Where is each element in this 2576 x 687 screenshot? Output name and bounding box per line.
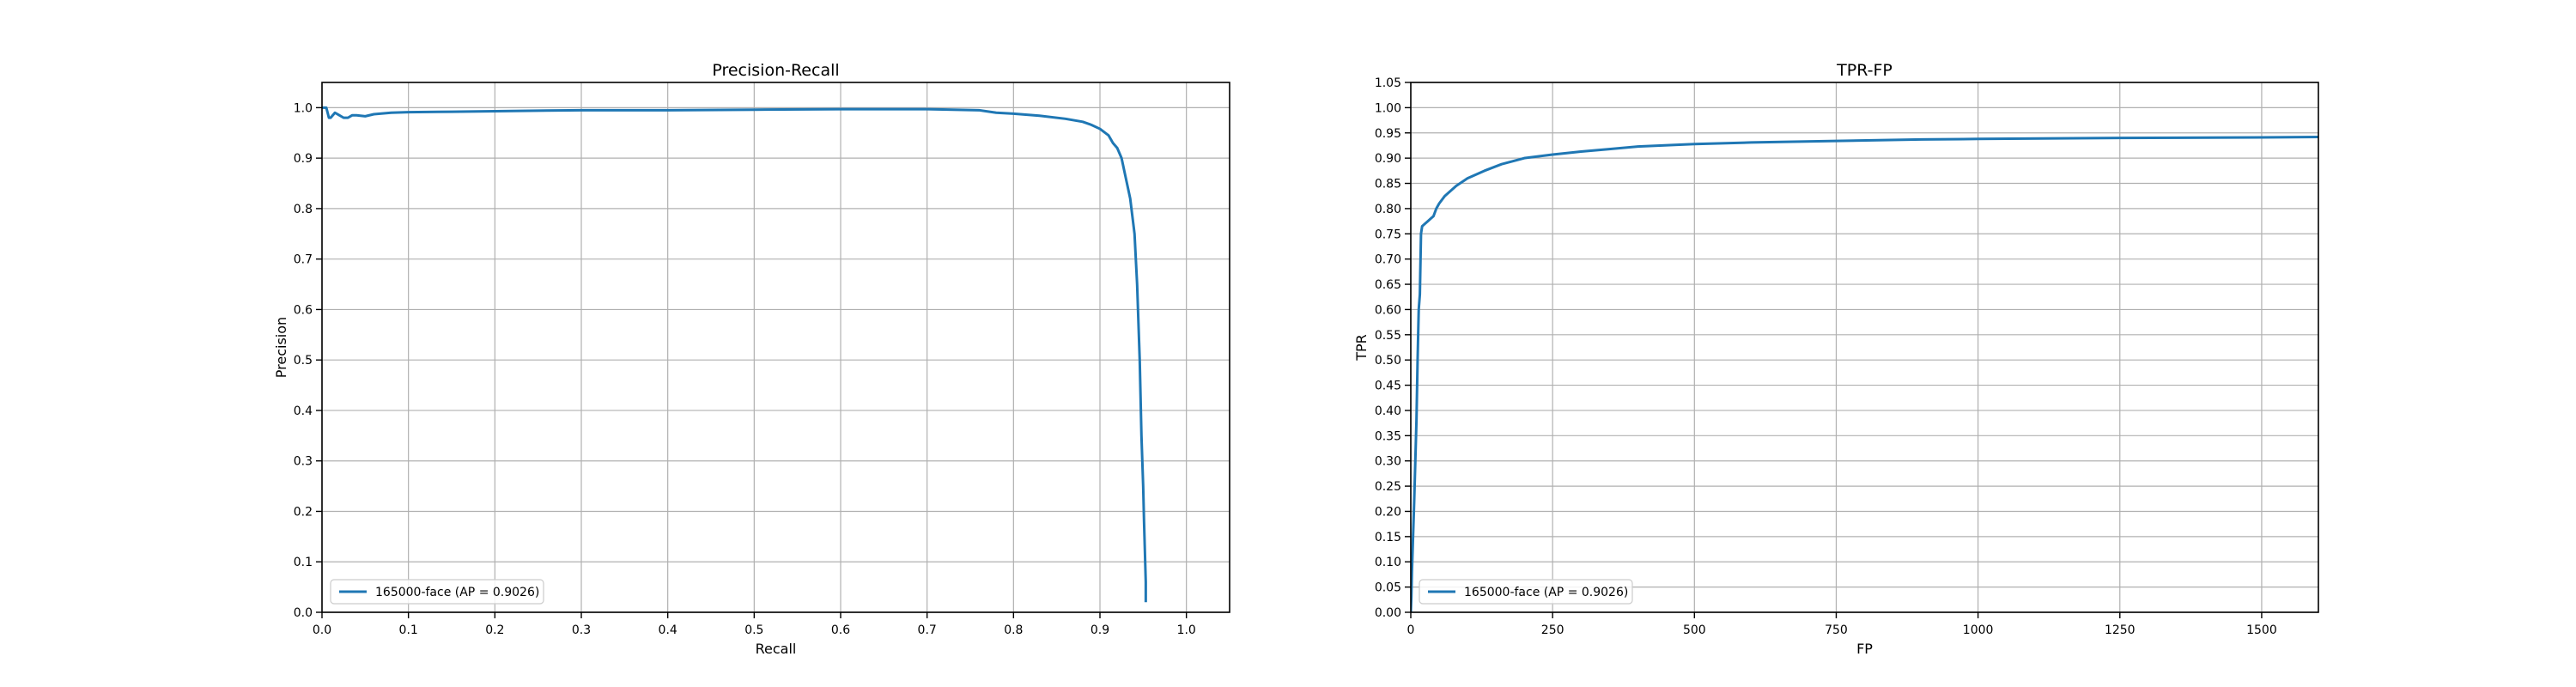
pr-y-tick-label: 0.5 [294,354,313,368]
pr-y-tick-label: 0.2 [294,505,313,519]
tprfp-y-tick-label: 0.75 [1375,228,1401,241]
pr-x-tick-label: 0.1 [399,623,418,637]
pr-x-tick-label: 0.9 [1091,623,1109,637]
tprfp-y-tick-label: 1.05 [1375,76,1401,90]
tprfp-x-tick-label: 500 [1683,623,1706,637]
tprfp-y-tick-label: 0.85 [1375,178,1401,192]
pr-series-line [322,106,1147,603]
tprfp-chart-title: TPR-FP [1836,61,1893,80]
tprfp-legend-box [1419,579,1633,605]
pr-y-tick-label: 0.1 [294,556,313,569]
pr-legend-box [330,579,544,605]
tpr-fp-chart: 0 250 500 750 1000 1250 1500 0.00 0.05 0.10 0.15 0.… [1353,61,2319,657]
tprfp-x-tick-label: 1000 [1963,623,1994,637]
tprfp-y-tick-label: 0.30 [1375,455,1401,469]
tprfp-y-tick-label: 1.00 [1375,101,1401,115]
tprfp-y-tick-label: 0.90 [1375,152,1401,166]
tprfp-y-axis-label: TPR [1353,334,1370,362]
tprfp-y-tick-label: 0.05 [1375,581,1401,595]
pr-x-tick-label: 0.4 [659,623,677,637]
tprfp-y-tick-label: 0.45 [1375,380,1401,393]
tprfp-y-tick-label: 0.50 [1375,354,1401,368]
pr-legend-label: 165000-face (AP = 0.9026) [375,586,539,599]
tprfp-y-tick-label: 0.35 [1375,429,1401,443]
pr-y-tick-label: 0.3 [294,455,313,469]
tprfp-x-tick-label: 750 [1825,623,1848,637]
tprfp-x-axis-label: FP [1856,641,1873,657]
tprfp-y-tick-label: 0.25 [1375,480,1401,494]
tprfp-x-tick-label: 250 [1541,623,1564,637]
pr-x-tick-label: 0.0 [313,623,331,637]
tprfp-y-tick-label: 0.55 [1375,329,1401,343]
tprfp-x-tick-label: 1250 [2105,623,2136,637]
pr-chart-title: Precision-Recall [712,61,839,80]
tprfp-y-tick-label: 0.80 [1375,203,1401,216]
pr-x-tick-label: 1.0 [1177,623,1196,637]
pr-y-tick-label: 0.0 [294,606,313,620]
pr-axes-frame [321,82,1230,613]
tprfp-y-tick-label: 0.95 [1375,127,1401,141]
pr-x-tick-label: 0.2 [485,623,504,637]
tprfp-y-tick-label: 0.60 [1375,303,1401,317]
tprfp-y-tick-label: 0.15 [1375,531,1401,544]
precision-recall-chart: 0.0 0.1 0.2 0.3 0.4 0.5 0.6 0.7 0.8 0.9 1.0 0.0 0.1 0… [273,61,1230,657]
tprfp-legend-label: 165000-face (AP = 0.9026) [1464,586,1628,599]
tprfp-y-tick-label: 0.70 [1375,253,1401,267]
pr-y-axis-label: Precision [273,317,289,378]
tprfp-x-tick-label: 0 [1407,623,1415,637]
pr-x-tick-label: 0.8 [1004,623,1023,637]
tprfp-y-tick-label: 0.20 [1375,505,1401,519]
tprfp-y-tick-label: 0.65 [1375,278,1401,292]
tprfp-axes-frame [1410,82,2319,613]
pr-y-tick-label: 0.8 [294,203,313,216]
pr-x-tick-label: 0.3 [572,623,591,637]
tprfp-y-tick-label: 0.10 [1375,556,1401,569]
tprfp-y-tick-label: 0.40 [1375,404,1401,418]
pr-y-tick-label: 1.0 [294,101,313,115]
pr-x-tick-label: 0.5 [744,623,763,637]
tprfp-y-tick-label: 0.00 [1375,606,1401,620]
pr-y-tick-label: 0.7 [294,253,313,267]
pr-y-tick-label: 0.6 [294,303,313,317]
pr-y-tick-label: 0.9 [294,152,313,166]
tprfp-series-line [1411,135,2318,612]
pr-y-tick-label: 0.4 [294,404,313,418]
pr-x-tick-label: 0.6 [831,623,850,637]
pr-x-axis-label: Recall [756,641,797,657]
pr-x-tick-label: 0.7 [918,623,937,637]
tprfp-x-tick-label: 1500 [2246,623,2277,637]
